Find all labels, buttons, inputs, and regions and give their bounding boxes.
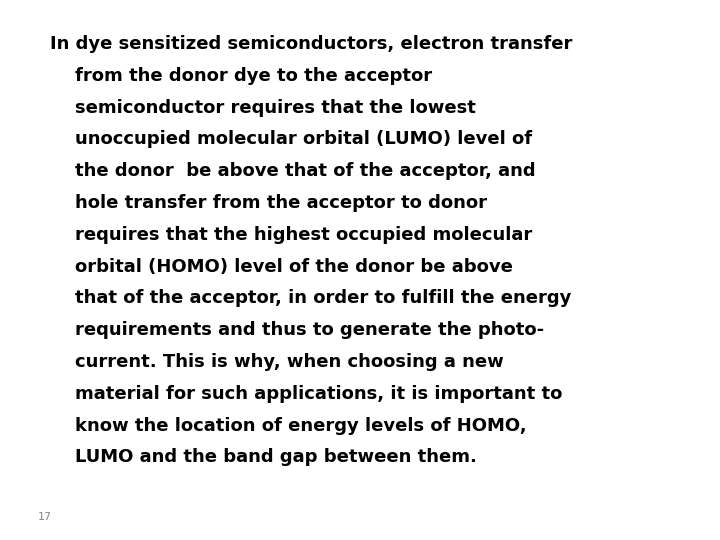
Text: 17: 17: [38, 512, 52, 522]
Text: know the location of energy levels of HOMO,: know the location of energy levels of HO…: [50, 416, 526, 435]
Text: hole transfer from the acceptor to donor: hole transfer from the acceptor to donor: [50, 194, 487, 212]
Text: In dye sensitized semiconductors, electron transfer: In dye sensitized semiconductors, electr…: [50, 35, 572, 53]
Text: the donor  be above that of the acceptor, and: the donor be above that of the acceptor,…: [50, 162, 536, 180]
Text: unoccupied molecular orbital (LUMO) level of: unoccupied molecular orbital (LUMO) leve…: [50, 130, 532, 148]
Text: current. This is why, when choosing a new: current. This is why, when choosing a ne…: [50, 353, 504, 371]
Text: requires that the highest occupied molecular: requires that the highest occupied molec…: [50, 226, 532, 244]
Text: semiconductor requires that the lowest: semiconductor requires that the lowest: [50, 99, 476, 117]
Text: that of the acceptor, in order to fulfill the energy: that of the acceptor, in order to fulfil…: [50, 289, 572, 307]
Text: from the donor dye to the acceptor: from the donor dye to the acceptor: [50, 67, 432, 85]
Text: LUMO and the band gap between them.: LUMO and the band gap between them.: [50, 448, 477, 467]
Text: requirements and thus to generate the photo-: requirements and thus to generate the ph…: [50, 321, 544, 339]
Text: orbital (HOMO) level of the donor be above: orbital (HOMO) level of the donor be abo…: [50, 258, 513, 275]
Text: material for such applications, it is important to: material for such applications, it is im…: [50, 385, 562, 403]
